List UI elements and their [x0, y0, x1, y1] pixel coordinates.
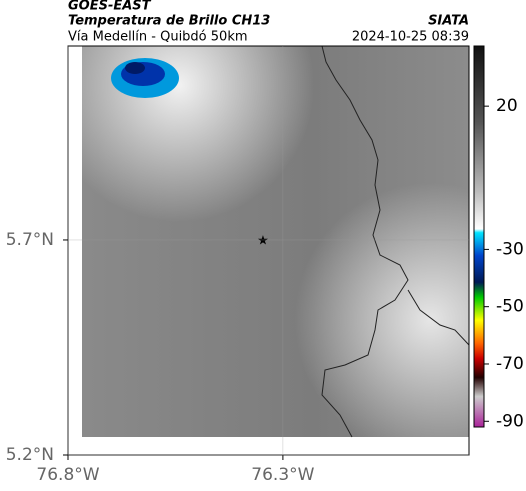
y-tick-label: 5.2°N — [6, 445, 54, 465]
border-line — [321, 45, 409, 438]
colorbar-label: -70 — [496, 354, 524, 374]
x-tick-label: 76.3°W — [251, 465, 314, 485]
route: Vía Medellín - Quibdó 50km — [68, 30, 248, 45]
colorbar-label: -50 — [496, 297, 524, 317]
subtitle: Temperatura de Brillo CH13 — [68, 14, 270, 29]
colorbar-label: 20 — [496, 96, 518, 116]
colorbar-label: -30 — [496, 239, 524, 259]
x-tick-label: 76.8°W — [36, 465, 99, 485]
colorbar-label: -90 — [496, 411, 524, 431]
timestamp: 2024-10-25 08:39 — [352, 30, 469, 45]
colorbar — [473, 45, 485, 428]
title: GOES-EAST — [68, 0, 152, 14]
y-tick-label: 5.7°N — [6, 230, 54, 250]
source: SIATA — [428, 14, 469, 29]
satellite-image — [82, 46, 469, 437]
city-marker: ★ — [257, 234, 269, 249]
border-line — [407, 289, 470, 346]
